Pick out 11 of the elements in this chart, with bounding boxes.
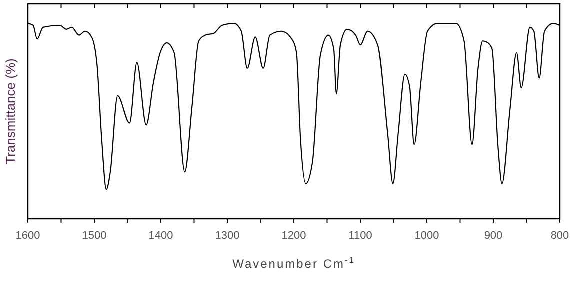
x-tick-label: 1600 — [16, 230, 40, 242]
x-tick-label: 1400 — [148, 230, 174, 242]
y-axis-title: Transmittance (%) — [3, 58, 18, 164]
x-tick-label: 1200 — [282, 230, 306, 242]
x-tick-label: 1500 — [82, 230, 107, 242]
x-tick-label: 1000 — [414, 230, 440, 242]
x-tick-label: 1300 — [215, 230, 240, 242]
x-axis-title: Wavenumber Cm$^{-1}$ — [232, 255, 356, 271]
x-tick-label: 900 — [484, 230, 503, 242]
x-tick-label: 800 — [550, 230, 570, 242]
x-tick-label: 1100 — [348, 230, 372, 242]
